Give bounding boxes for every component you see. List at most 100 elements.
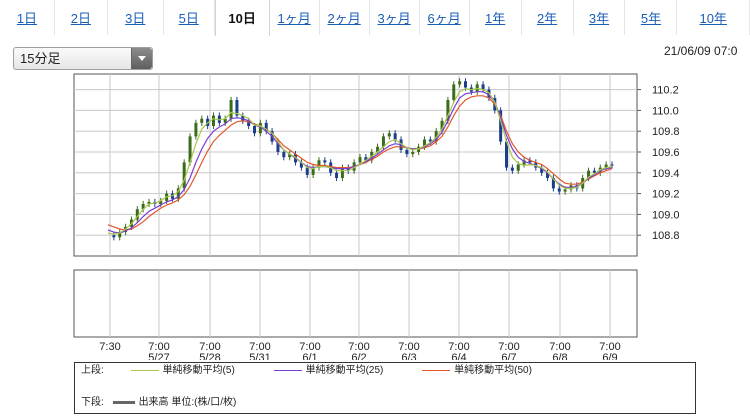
legend-lower-label: 下段: [81,397,104,408]
candle-body [223,118,227,123]
candle-body [335,172,339,178]
y-tick-label: 109.6 [652,147,680,159]
tab-13[interactable]: 10年 [677,0,750,35]
legend-lower-row: 下段: 出来高 単位:(株/口/枚) [81,396,236,410]
candle-body [458,81,462,85]
candle-body [247,120,251,126]
candle-body [147,201,151,204]
candle-body [276,141,280,152]
tab-6[interactable]: 2ヶ月 [320,0,370,35]
tab-5[interactable]: 1ヶ月 [270,0,320,35]
candle-body [411,152,415,155]
x-tick-date: 6/3 [401,352,416,360]
candle-body [505,141,509,168]
candle-body [323,160,327,163]
legend-upper-label: 上段: [81,365,104,376]
x-tick-date: 5/28 [199,352,220,360]
candle-body [358,157,362,163]
candle-body [305,167,309,175]
y-tick-label: 109.0 [652,209,680,221]
x-tick-date: 5/31 [249,352,270,360]
x-tick-time: 7:00 [249,341,270,353]
candle-body [557,188,561,192]
candle-body [540,167,544,173]
tab-7[interactable]: 3ヶ月 [370,0,420,35]
legend-volume-label: 出来高 単位:(株/口/枚) [138,397,237,408]
candle-body [264,122,268,132]
candle-body [610,164,614,166]
legend-volume-swatch [112,400,135,404]
x-tick-date: 6/9 [602,352,617,360]
tab-4[interactable]: 10日 [214,0,270,37]
candle-body [211,115,215,126]
y-tick-label: 108.8 [652,230,680,242]
candle-body [376,146,380,152]
candle-body [229,100,233,119]
x-tick-time: 7:00 [199,341,220,353]
ma5-line [107,87,613,235]
interval-select[interactable]: 15分足 [13,47,153,70]
x-tick-date: 6/7 [501,352,516,360]
candle-body [528,160,532,163]
candle-body [235,100,239,116]
candle-body [288,154,292,158]
candle-body [253,126,257,134]
candle-body [463,81,467,88]
tab-1[interactable]: 2日 [55,0,108,35]
legend-ma5-swatch [130,369,159,371]
tab-3[interactable]: 5日 [164,0,215,35]
tab-2[interactable]: 3日 [108,0,164,35]
candle-body [112,235,116,238]
candle-body [510,167,514,171]
candle-body [135,209,139,220]
candle-body [311,167,315,175]
candle-body [481,84,485,90]
legend-upper-row: 上段: 単純移動平均(5) 単純移動平均(25) 単純移動平均(50) [81,364,532,378]
candle-body [546,172,550,178]
chart-legend: 上段: 単純移動平均(5) 単純移動平均(25) 単純移動平均(50) 下段: … [74,362,696,414]
x-tick-time: 7:00 [299,341,320,353]
candle-body [516,164,520,171]
candle-body [592,170,596,173]
candle-body [200,118,204,123]
candle-body [364,157,368,161]
y-tick-label: 110.0 [652,105,679,117]
candle-body [299,162,303,168]
price-chart: 7:30 7:005/277:005/287:005/317:006/17:006… [73,73,680,360]
candle-body [551,178,555,189]
candle-body [563,189,567,192]
candle-body [604,164,608,168]
candle-body [499,110,503,142]
tab-0[interactable]: 1日 [0,0,55,35]
candle-body [405,149,409,155]
tab-8[interactable]: 6ヶ月 [420,0,470,35]
x-tick-time: 7:00 [498,341,519,353]
y-tick-label: 109.4 [652,168,680,180]
candle-body [452,84,456,100]
tab-11[interactable]: 3年 [574,0,626,35]
x-tick-time: 7:00 [148,341,169,353]
tab-9[interactable]: 1年 [470,0,522,35]
candle-body [141,204,145,210]
x-tick-date: 5/27 [148,352,169,360]
legend-ma25-swatch [273,369,302,371]
candle-body [176,188,180,199]
candle-body [440,120,444,132]
x-tick-time: 7:30 [99,341,120,353]
legend-ma25-label: 単純移動平均(25) [305,365,384,376]
x-tick-time: 7:00 [599,341,620,353]
candle-body [387,133,391,137]
tab-12[interactable]: 5年 [625,0,678,35]
candle-body [522,160,526,165]
x-tick-date: 6/2 [351,352,366,360]
candle-body [118,232,122,238]
candle-body [282,152,286,158]
candle-body [182,162,186,189]
chevron-down-icon[interactable] [131,48,152,69]
tab-10[interactable]: 2年 [522,0,574,35]
candle-body [194,122,198,137]
y-tick-label: 109.2 [652,189,680,201]
x-tick-date: 6/1 [302,352,317,360]
candle-body [381,136,385,147]
legend-ma5-label: 単純移動平均(5) [162,365,235,376]
